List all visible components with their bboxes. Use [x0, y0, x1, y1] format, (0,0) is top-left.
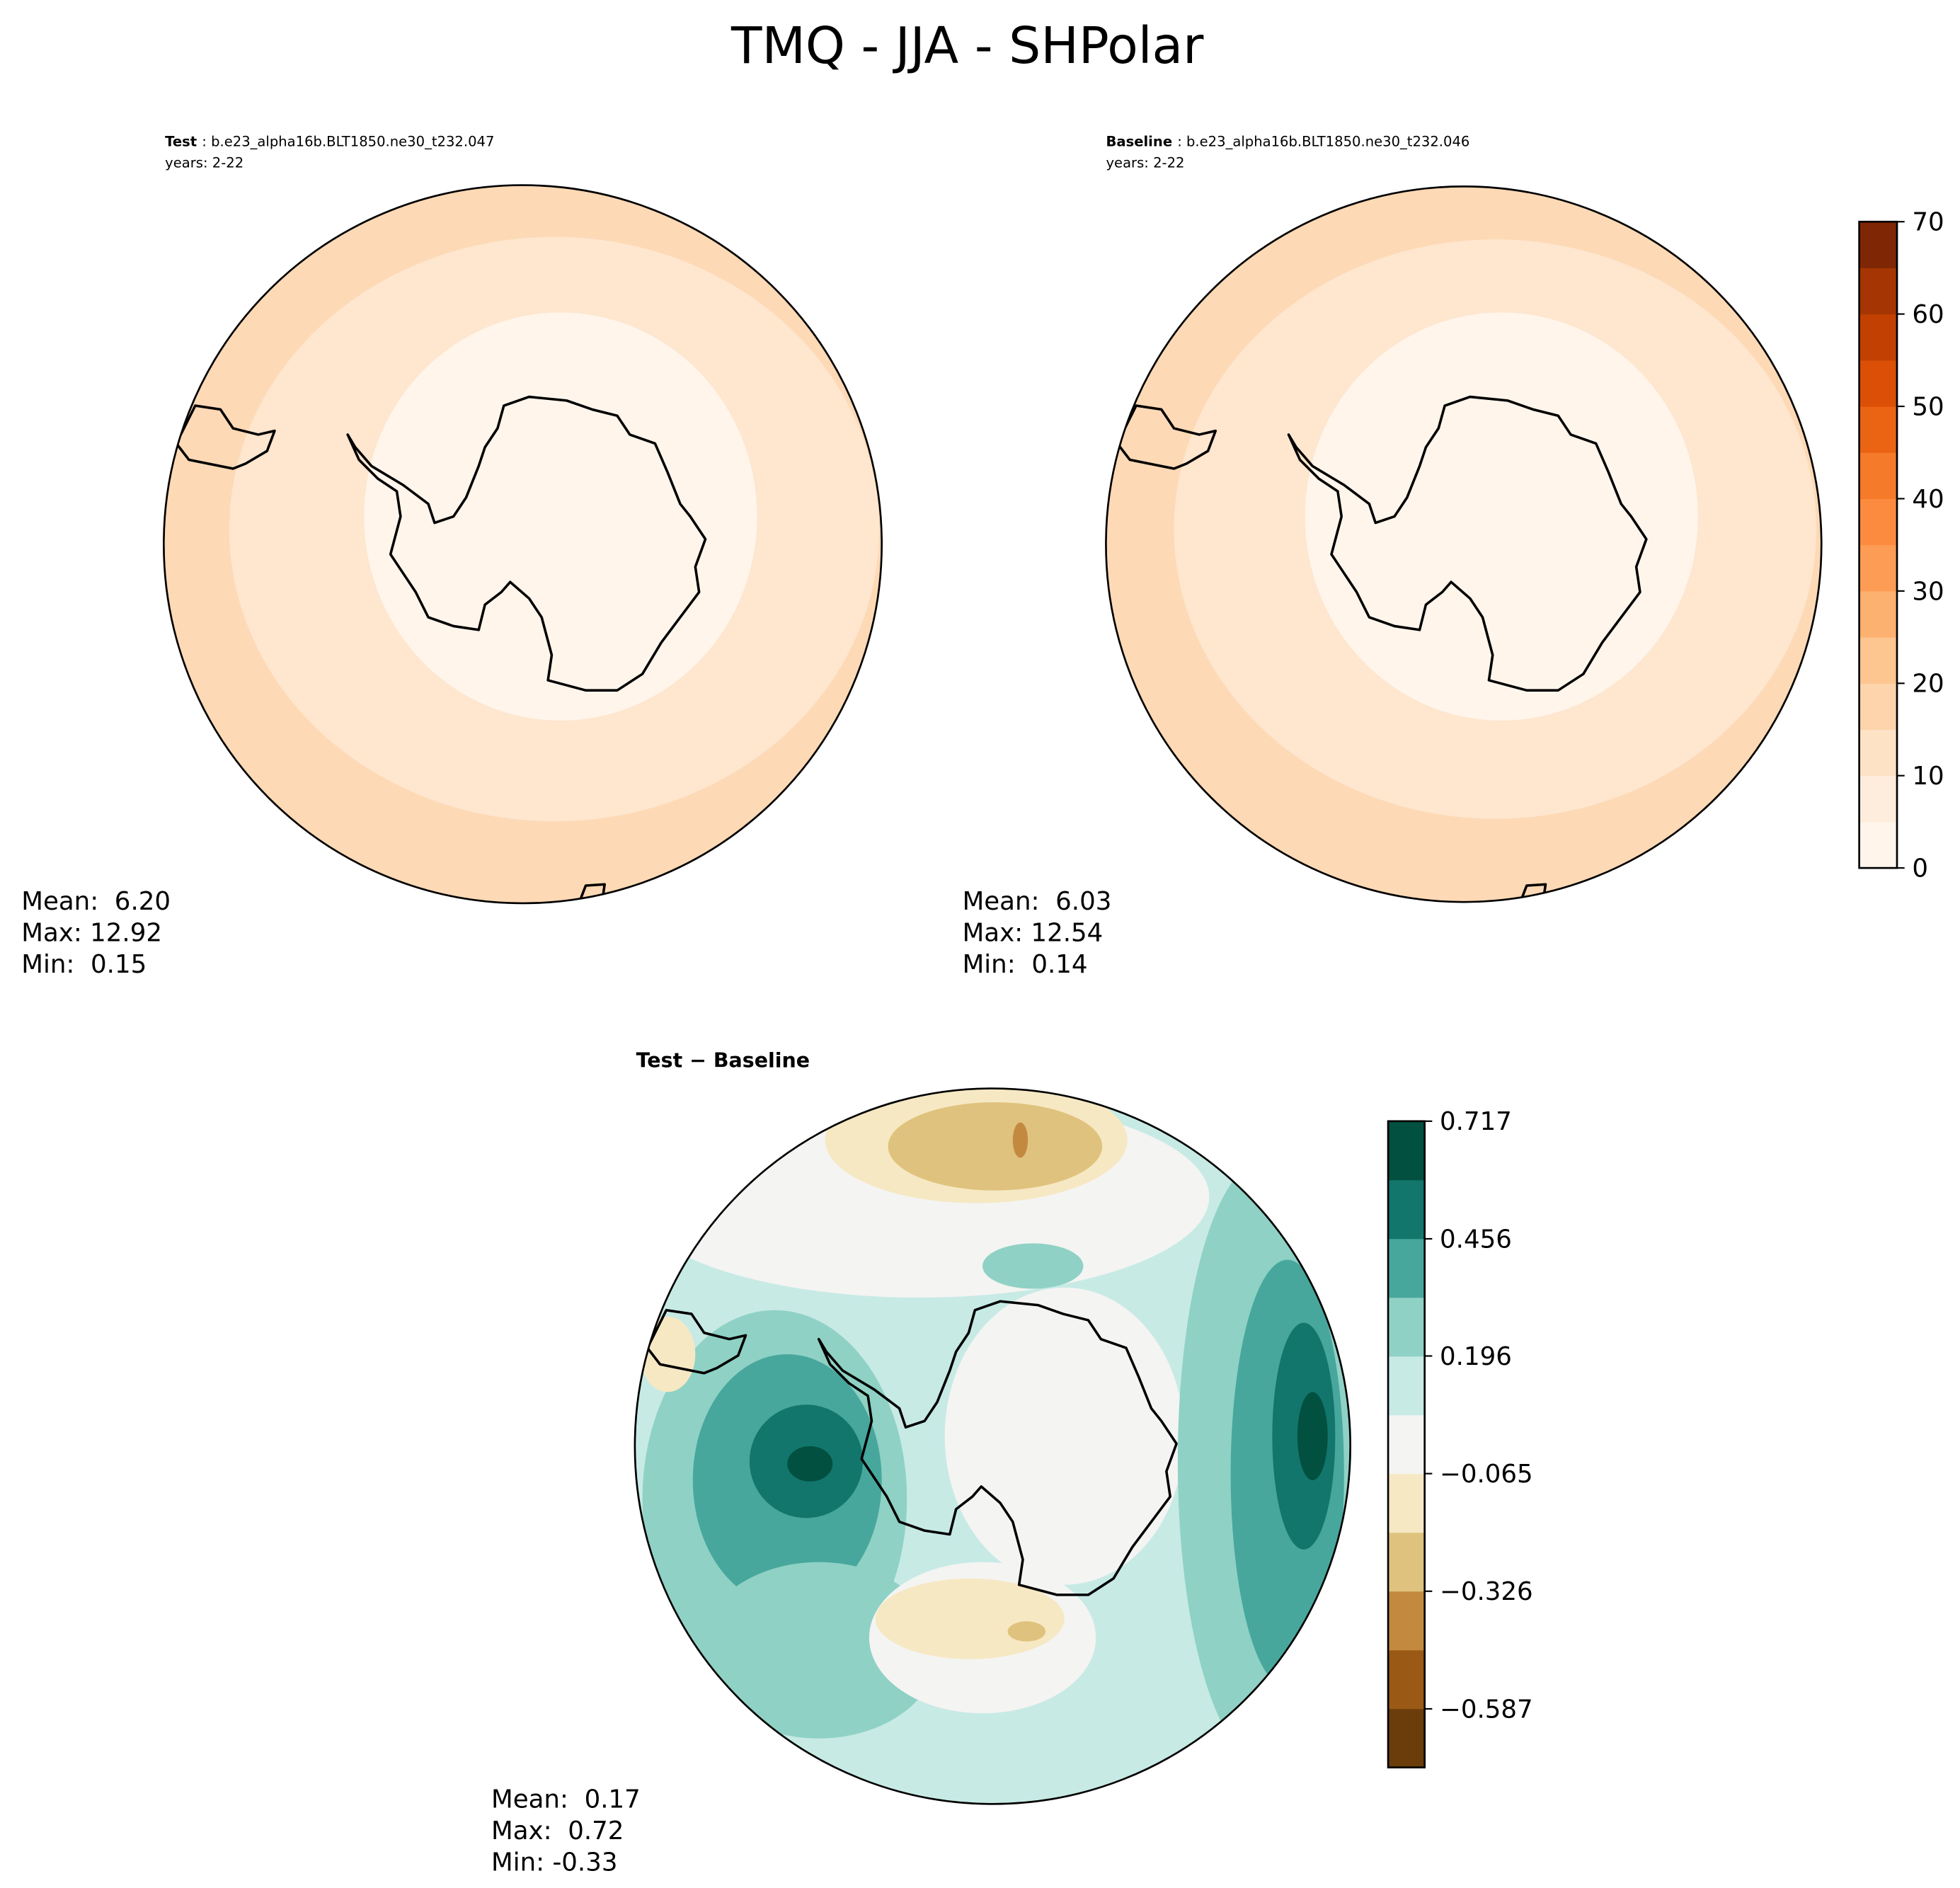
colorbar-band: [1388, 1708, 1425, 1768]
colorbar-tick-label: 0: [1912, 854, 1928, 883]
figure-title: TMQ - JJA - SHPolar: [730, 16, 1204, 75]
colorbars: 0 10 20 30 40 50 60 70 0.717 0.456 0.196 −0.065 −0.3…: [1387, 208, 1944, 1769]
panel-label: Test : b.e23_alpha16b.BLT1850.ne30_t232.0…: [165, 133, 494, 149]
panel-label: Baseline : b.e23_alpha16b.BLT1850.ne30_t2…: [1106, 133, 1469, 149]
colorbar-tick-label: 0.456: [1440, 1225, 1512, 1254]
colorbar-band: [1388, 1356, 1425, 1416]
colorbar-band: [1388, 1179, 1425, 1240]
colorbar-band: [1388, 1473, 1425, 1533]
colorbar-band: [1859, 637, 1898, 684]
colorbar-band: [1859, 360, 1898, 407]
colorbar-tick-label: 30: [1912, 577, 1944, 606]
colorbar-tick-label: −0.065: [1440, 1460, 1533, 1489]
map-field: [634, 1088, 1351, 1804]
colorbar-frame: [1858, 220, 1898, 869]
colorbar-band: [1859, 821, 1898, 869]
panel-case: : b.e23_alpha16b.BLT1850.ne30_t232.047: [202, 133, 494, 149]
colorbar-tick-label: 10: [1912, 762, 1944, 791]
colorbar-band: [1859, 406, 1898, 453]
map-rim: [1105, 185, 1823, 903]
colorbar-tick-label: 60: [1912, 300, 1944, 329]
colorbar-band: [1859, 452, 1898, 499]
panel-name: Test: [165, 133, 197, 149]
colorbar-band: [1859, 268, 1898, 315]
stat-line: Max: 12.92: [21, 918, 162, 947]
panel-name: Baseline: [1106, 133, 1172, 149]
colorbar-band: [1859, 729, 1898, 777]
map-rim: [634, 1087, 1352, 1805]
colorbar-tick-label: −0.587: [1440, 1695, 1533, 1724]
colorbar-band: [1859, 590, 1898, 638]
stat-line: Min: 0.15: [21, 950, 147, 979]
map-field: [164, 185, 882, 903]
colorbar-tick-label: 0.717: [1440, 1107, 1512, 1136]
colorbar-band: [1388, 1121, 1425, 1181]
stat-line: Min: 0.14: [963, 950, 1088, 979]
panel-years: years: 2-22: [1106, 155, 1184, 171]
stat-line: Mean: 0.17: [491, 1785, 641, 1814]
colorbar-band: [1859, 222, 1898, 268]
colorbar-tick-label: 70: [1912, 208, 1944, 237]
colorbar-band: [1859, 544, 1898, 592]
panel-name: Test − Baseline: [636, 1048, 810, 1072]
panel-case: : b.e23_alpha16b.BLT1850.ne30_t232.046: [1177, 133, 1469, 149]
colorbar-band: [1388, 1591, 1425, 1651]
colorbar-band: [1859, 498, 1898, 546]
colorbar-band: [1859, 775, 1898, 823]
map-rim: [163, 184, 883, 905]
colorbar-band: [1859, 683, 1898, 731]
stat-line: Min: -0.33: [491, 1848, 617, 1877]
colorbar-tick-label: 20: [1912, 670, 1944, 699]
colorbar-band: [1388, 1649, 1425, 1710]
colorbar-frame: [1387, 1120, 1426, 1769]
colorbar-tick-label: 0.196: [1440, 1342, 1512, 1371]
colorbar-band: [1388, 1414, 1425, 1475]
stat-line: Max: 12.54: [963, 918, 1104, 947]
stat-line: Mean: 6.20: [21, 887, 171, 916]
colorbar-band: [1388, 1238, 1425, 1298]
colorbar-tick-label: 50: [1912, 392, 1944, 421]
stat-line: Mean: 6.03: [963, 887, 1112, 916]
colorbar-tick-label: 40: [1912, 485, 1944, 514]
map-field: [1106, 186, 1822, 903]
colorbar-band: [1388, 1532, 1425, 1592]
colorbar-tick-label: −0.326: [1440, 1577, 1533, 1606]
colorbar-band: [1859, 314, 1898, 361]
colorbar-band: [1388, 1297, 1425, 1357]
stat-line: Max: 0.72: [491, 1817, 624, 1846]
panel-years: years: 2-22: [165, 155, 243, 171]
